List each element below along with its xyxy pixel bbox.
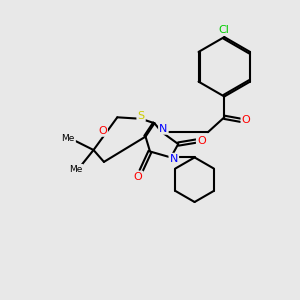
Text: Me: Me [69, 165, 82, 174]
Text: S: S [137, 111, 145, 121]
Text: Me: Me [61, 134, 75, 143]
Text: O: O [242, 115, 250, 125]
Text: N: N [169, 154, 178, 164]
Text: O: O [134, 172, 142, 182]
Text: Cl: Cl [219, 25, 230, 34]
Text: O: O [98, 126, 107, 136]
Text: N: N [159, 124, 168, 134]
Text: O: O [197, 136, 206, 146]
